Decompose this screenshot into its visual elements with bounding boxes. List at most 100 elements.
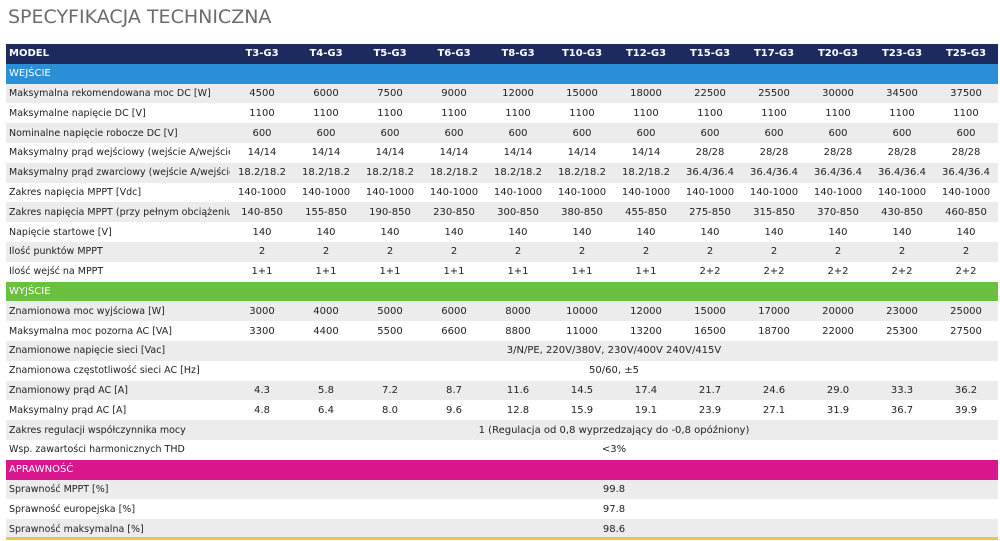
cell: 24.6	[742, 380, 806, 401]
cell: 1100	[953, 107, 979, 119]
spec-row: Maksymalny prąd zwarciowy (wejście A/wej…	[6, 162, 998, 183]
cell: 600	[422, 123, 486, 143]
cell: 600	[614, 123, 678, 143]
cell: 97.8	[602, 503, 626, 515]
cell: 4.3	[230, 380, 294, 401]
cell: 6600	[441, 325, 467, 337]
cell: 3/N/PE, 220V/380V, 230V/400V 240V/415V	[230, 340, 998, 361]
cell: 4000	[294, 301, 358, 322]
cell: 7.2	[358, 380, 422, 401]
bottom-rule	[6, 537, 998, 540]
cell: 17.4	[614, 380, 678, 401]
spec-row: Znamionowy prąd AC [A] 4.3 5.8 7.2 8.7 11.6 14…	[6, 380, 998, 401]
section-row: APRAWNOŚĆ	[6, 459, 998, 480]
cell: 140-1000	[877, 186, 927, 198]
cell: 1 (Regulacja od 0,8 wyprzedzający do -0,…	[230, 420, 998, 440]
cell: 23.9	[698, 404, 722, 416]
header-row: MODEL T3-G3 T4-G3 T5-G3 T6-G3 T8-G3 T10-G3 T12-…	[6, 44, 998, 64]
cell: 2	[614, 241, 678, 262]
cell: 600	[678, 123, 742, 143]
spec-row: Maksymalny prąd AC [A] 4.8 6.4 8.0 9.6 12.8 15…	[6, 400, 998, 420]
cell: 3000	[230, 301, 294, 322]
cell: 140	[508, 226, 528, 238]
cell: 140-1000	[941, 186, 991, 198]
cell: 1+1	[507, 266, 529, 278]
cell: 2+2	[955, 266, 977, 278]
cell: 9.6	[446, 404, 462, 416]
cell: 140	[252, 226, 272, 238]
cell: 6000	[422, 301, 486, 322]
column-header: T25-G3	[934, 44, 998, 64]
cell: 14/14	[567, 147, 597, 159]
row-label: Nominalne napięcie robocze DC [V]	[6, 123, 230, 143]
cell: 430-850	[870, 202, 934, 223]
cell: 140-1000	[493, 186, 543, 198]
spec-row: Maksymalna rekomendowana moc DC [W] 4500 6…	[6, 83, 998, 104]
cell: 98.6	[230, 519, 998, 539]
cell: 28/28	[823, 147, 853, 159]
cell: 10000	[550, 301, 614, 322]
spec-row: Zakres napięcia MPPT (przy pełnym obciąż…	[6, 202, 998, 223]
cell: 11.6	[486, 380, 550, 401]
cell: 6.4	[318, 404, 334, 416]
cell: 18.2/18.2	[550, 162, 614, 183]
cell: 18.2/18.2	[230, 162, 294, 183]
cell: 8800	[505, 325, 531, 337]
cell: 600	[486, 123, 550, 143]
cell: 140	[316, 226, 336, 238]
cell: 140-1000	[749, 186, 799, 198]
cell: 13200	[630, 325, 662, 337]
cell: 140	[444, 226, 464, 238]
spec-row: Napięcie startowe [V] 140 140 140 140 140 140 1…	[6, 222, 998, 242]
row-label: Sprawność MPPT [%]	[6, 479, 230, 500]
cell: 14/14	[375, 147, 405, 159]
row-label: Maksymalne napięcie DC [V]	[9, 107, 146, 119]
cell: 2+2	[827, 266, 849, 278]
cell: 2	[550, 241, 614, 262]
column-header: T12-G3	[614, 44, 678, 64]
cell: 380-850	[550, 202, 614, 223]
cell: <3%	[601, 444, 627, 456]
cell: 36.4/36.4	[678, 162, 742, 183]
column-header: T23-G3	[870, 44, 934, 64]
cell: 30000	[806, 83, 870, 104]
cell: 275-850	[678, 202, 742, 223]
cell: 20000	[806, 301, 870, 322]
cell: 18000	[614, 83, 678, 104]
cell: 1+1	[379, 266, 401, 278]
cell: 99.8	[230, 479, 998, 500]
row-label: Maksymalny prąd wejściowy (wejście A/wej…	[9, 147, 230, 159]
cell: 2+2	[891, 266, 913, 278]
cell: 12000	[614, 301, 678, 322]
cell: 1100	[889, 107, 915, 119]
row-label: Znamionowe napięcie sieci [Vac]	[6, 340, 230, 361]
row-label: Zakres napięcia MPPT (przy pełnym obciąż…	[6, 202, 230, 223]
cell: 140-1000	[685, 186, 735, 198]
cell: 2	[742, 241, 806, 262]
cell: 1100	[761, 107, 787, 119]
cell: 14/14	[247, 147, 277, 159]
cell: 600	[742, 123, 806, 143]
cell: 5500	[377, 325, 403, 337]
cell: 37500	[934, 83, 998, 104]
column-header: T5-G3	[358, 44, 422, 64]
spec-row: Maksymalne napięcie DC [V] 1100 1100 1100 11…	[6, 103, 998, 123]
cell: 29.0	[806, 380, 870, 401]
cell: 1100	[249, 107, 275, 119]
cell: 140	[892, 226, 912, 238]
spec-row: Maksymalny prąd wejściowy (wejście A/wej…	[6, 143, 998, 163]
cell: 140-1000	[557, 186, 607, 198]
cell: 17000	[742, 301, 806, 322]
row-label: Napięcie startowe [V]	[9, 226, 112, 238]
cell: 140-1000	[429, 186, 479, 198]
cell: 6000	[294, 83, 358, 104]
cell: 140	[380, 226, 400, 238]
column-header: T4-G3	[294, 44, 358, 64]
cell: 460-850	[934, 202, 998, 223]
spec-row: Sprawność europejska [%] 97.8	[6, 499, 998, 519]
cell: 27.1	[762, 404, 786, 416]
cell: 1100	[697, 107, 723, 119]
cell: 36.4/36.4	[934, 162, 998, 183]
cell: 31.9	[826, 404, 850, 416]
cell: 190-850	[358, 202, 422, 223]
